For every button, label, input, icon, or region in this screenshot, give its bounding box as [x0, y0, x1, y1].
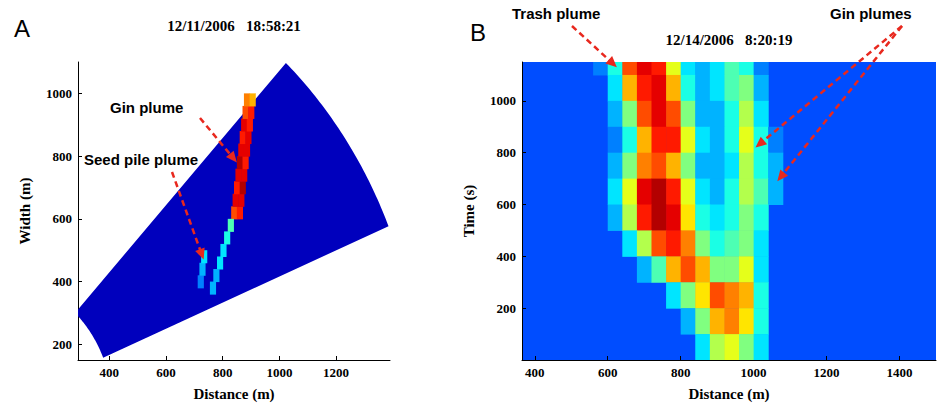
svg-text:600: 600: [53, 211, 73, 226]
svg-text:200: 200: [497, 301, 517, 316]
svg-text:800: 800: [53, 149, 73, 164]
svg-text:1400: 1400: [887, 365, 913, 380]
svg-text:A: A: [14, 15, 30, 42]
svg-text:400: 400: [53, 274, 73, 289]
svg-text:1000: 1000: [490, 93, 516, 108]
svg-text:1000: 1000: [741, 365, 767, 380]
svg-text:12/11/2006 18:58:21: 12/11/2006 18:58:21: [167, 18, 301, 34]
svg-text:800: 800: [497, 145, 517, 160]
svg-text:Width (m): Width (m): [17, 178, 34, 245]
svg-text:Gin plumes: Gin plumes: [830, 5, 912, 22]
svg-text:Distance (m): Distance (m): [193, 386, 274, 403]
svg-text:1200: 1200: [323, 365, 349, 380]
svg-text:800: 800: [671, 365, 691, 380]
svg-text:200: 200: [53, 337, 73, 352]
svg-text:800: 800: [213, 365, 233, 380]
svg-text:600: 600: [156, 365, 176, 380]
svg-text:600: 600: [598, 365, 618, 380]
svg-text:Trash plume: Trash plume: [512, 5, 600, 22]
svg-text:Gin plume: Gin plume: [110, 99, 183, 116]
svg-text:400: 400: [497, 249, 517, 264]
svg-text:1000: 1000: [266, 365, 292, 380]
svg-text:1000: 1000: [46, 86, 72, 101]
svg-text:B: B: [470, 19, 486, 46]
svg-text:Distance (m): Distance (m): [688, 386, 769, 403]
svg-text:400: 400: [525, 365, 545, 380]
svg-text:1200: 1200: [814, 365, 840, 380]
svg-text:Seed pile plume: Seed pile plume: [84, 151, 198, 168]
svg-text:Time (s): Time (s): [461, 185, 478, 238]
svg-text:600: 600: [497, 197, 517, 212]
svg-text:12/14/2006 8:20:19: 12/14/2006 8:20:19: [665, 32, 792, 48]
svg-text:400: 400: [99, 365, 119, 380]
